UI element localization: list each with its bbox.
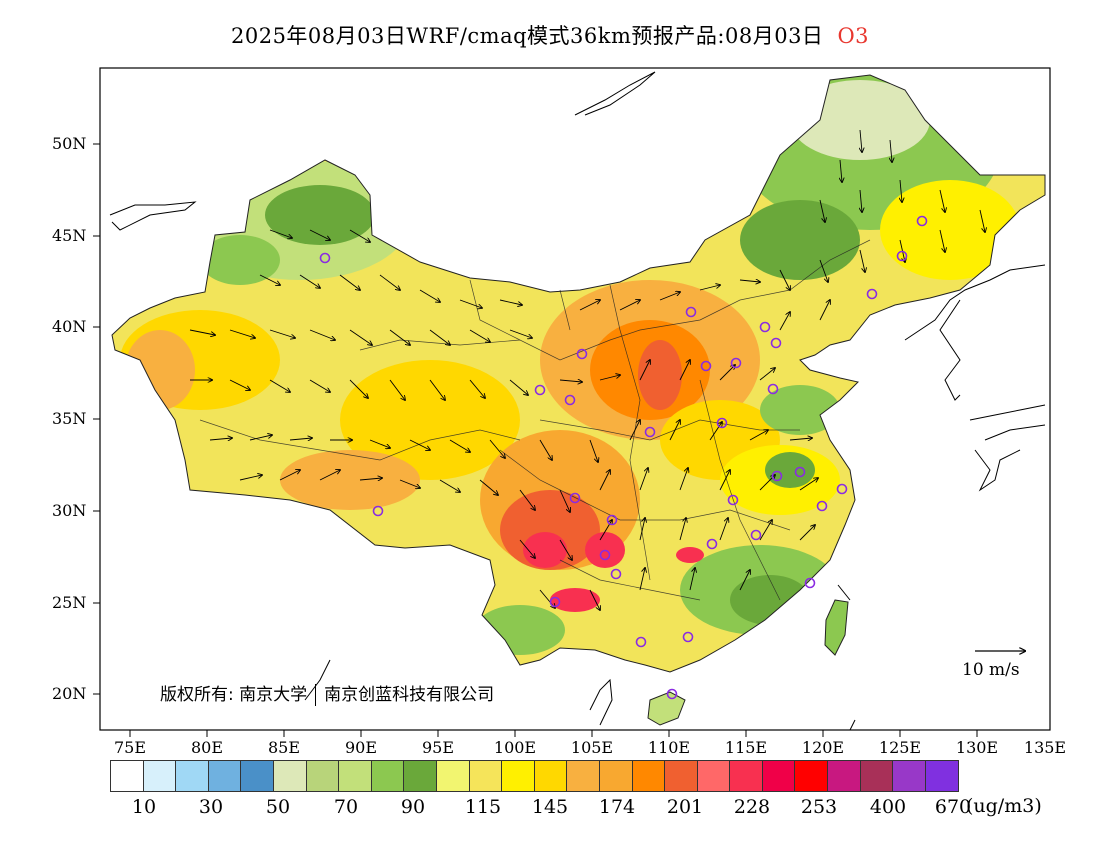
- legend-tick: 30: [198, 796, 224, 818]
- legend-swatch: [176, 761, 209, 791]
- title-text: 2025年08月03日WRF/cmaq模式36km预报产品:08月03日: [230, 24, 824, 48]
- species-label: O3: [837, 24, 870, 48]
- legend-swatch: [599, 761, 633, 791]
- lon-label-85e: 85E: [267, 738, 301, 757]
- legend-swatch: [111, 761, 144, 791]
- legend-tick: 400: [869, 796, 907, 818]
- lon-label-120e: 120E: [801, 738, 845, 757]
- legend-tick: 115: [464, 796, 502, 818]
- legend-swatch: [665, 761, 698, 791]
- taiwan-island: [824, 599, 849, 656]
- legend-tick: 50: [265, 796, 291, 818]
- lat-label-25n: 25N: [52, 593, 87, 612]
- legend-swatch: [371, 761, 405, 791]
- legend-tick: 670: [934, 796, 972, 818]
- legend-swatch: [339, 761, 372, 791]
- lat-label-30n: 30N: [52, 501, 87, 520]
- axis-ticks: [93, 143, 978, 737]
- wind-arrows: [189, 129, 985, 610]
- legend-tick: 174: [598, 796, 636, 818]
- lon-label-110e: 110E: [647, 738, 691, 757]
- legend-swatch: [730, 761, 763, 791]
- lon-label-75e: 75E: [113, 738, 147, 757]
- lon-label-80e: 80E: [190, 738, 224, 757]
- color-legend: [110, 760, 960, 792]
- lat-label-50n: 50N: [52, 134, 87, 153]
- legend-swatch: [828, 761, 861, 791]
- legend-swatch: [306, 761, 340, 791]
- copyright-label: 版权所有:: [160, 685, 234, 705]
- legend-tick: 90: [400, 796, 426, 818]
- legend-tick: 228: [733, 796, 771, 818]
- legend-swatch: [469, 761, 503, 791]
- legend-tick: 201: [666, 796, 704, 818]
- legend-swatch: [534, 761, 568, 791]
- hainan-island: [647, 691, 686, 726]
- lon-label-135e: 135E: [1023, 738, 1067, 757]
- copyright-org-1: 南京大学: [239, 685, 308, 705]
- lon-label-95e: 95E: [421, 738, 455, 757]
- legend-swatch: [567, 761, 600, 791]
- legend-swatch: [208, 761, 242, 791]
- legend-swatch: [893, 761, 926, 791]
- legend-tick: 70: [333, 796, 359, 818]
- lat-label-20n: 20N: [52, 684, 87, 703]
- lon-label-105e: 105E: [570, 738, 614, 757]
- copyright-divider: [315, 684, 317, 706]
- legend-swatch: [502, 761, 535, 791]
- legend-swatch: [632, 761, 666, 791]
- lon-label-125e: 125E: [878, 738, 922, 757]
- lon-label-90e: 90E: [344, 738, 378, 757]
- copyright-notice: 版权所有: 南京大学 南京创蓝科技有限公司: [160, 680, 494, 706]
- lat-label-45n: 45N: [52, 226, 87, 245]
- legend-swatch: [436, 761, 470, 791]
- legend-tick: 145: [531, 796, 569, 818]
- legend-swatch: [762, 761, 796, 791]
- legend-unit: (ug/m3): [966, 795, 1042, 817]
- legend-swatch: [273, 761, 307, 791]
- legend-tick: 253: [800, 796, 838, 818]
- reference-vector-label: 10 m/s: [962, 660, 1020, 680]
- lat-label-40n: 40N: [52, 317, 87, 336]
- chart-title: 2025年08月03日WRF/cmaq模式36km预报产品:08月03日 O3: [0, 20, 1100, 50]
- city-markers: [319, 215, 928, 700]
- legend-swatch: [143, 761, 177, 791]
- legend-tick: 10: [131, 796, 157, 818]
- legend-swatch: [925, 761, 959, 791]
- legend-swatch: [795, 761, 829, 791]
- lon-label-100e: 100E: [493, 738, 537, 757]
- legend-swatch: [860, 761, 894, 791]
- legend-swatch: [404, 761, 437, 791]
- lon-label-130e: 130E: [955, 738, 999, 757]
- lon-label-115e: 115E: [724, 738, 768, 757]
- lat-label-35n: 35N: [52, 409, 87, 428]
- legend-swatch: [241, 761, 274, 791]
- legend-swatch: [697, 761, 731, 791]
- coastlines: [109, 71, 1046, 731]
- copyright-org-2: 南京创蓝科技有限公司: [324, 685, 495, 705]
